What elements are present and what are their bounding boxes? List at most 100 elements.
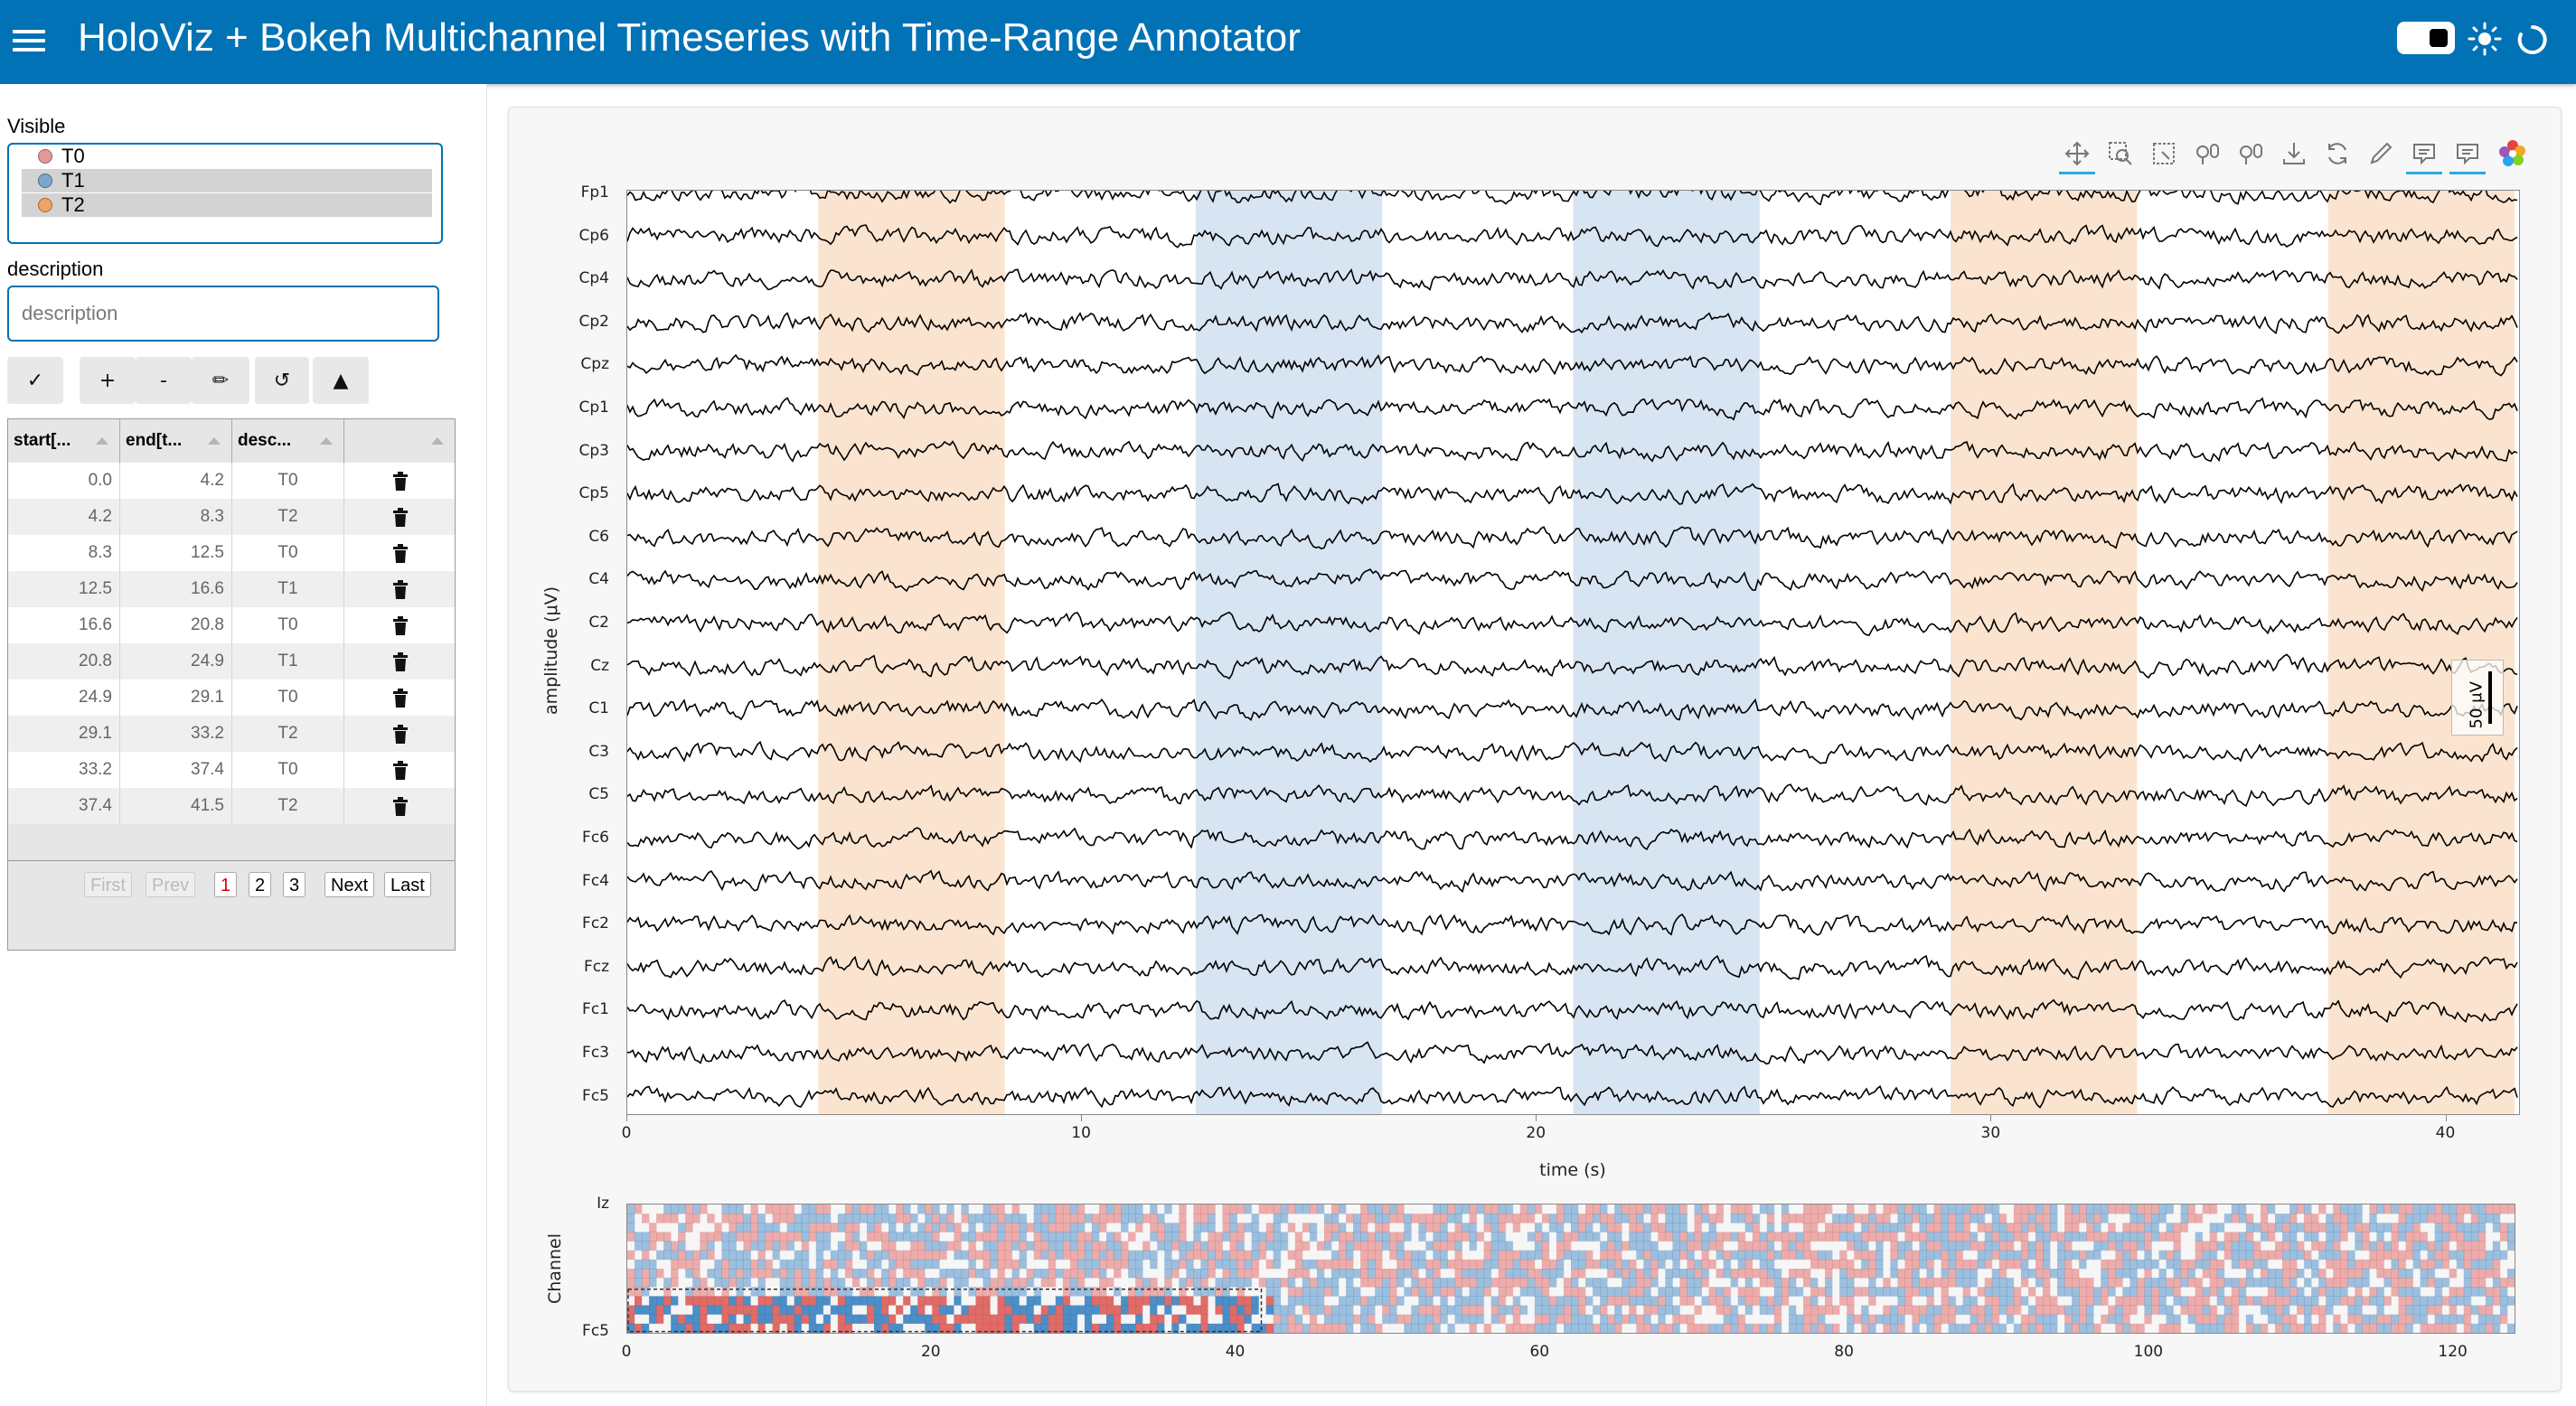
table-row[interactable]: 8.3 12.5 T0 (8, 535, 455, 571)
table-row[interactable]: 29.1 33.2 T2 (8, 716, 455, 752)
menu-icon[interactable] (13, 25, 45, 58)
cell-start[interactable]: 0.0 (8, 463, 120, 499)
add-button[interactable]: + (80, 357, 136, 404)
table-row[interactable]: 4.2 8.3 T2 (8, 499, 455, 535)
cell-end[interactable]: 20.8 (120, 607, 232, 643)
cell-description[interactable]: T1 (232, 571, 344, 607)
cell-end[interactable]: 8.3 (120, 499, 232, 535)
cell-end[interactable]: 29.1 (120, 680, 232, 716)
column-header-actions[interactable] (344, 419, 455, 463)
trash-icon[interactable] (391, 508, 409, 528)
cell-end[interactable]: 4.2 (120, 463, 232, 499)
commit-button[interactable]: ✓ (7, 357, 63, 404)
page-3-button[interactable]: 3 (283, 872, 306, 897)
cell-start[interactable]: 29.1 (8, 716, 120, 752)
channel-trace-cpz (627, 353, 2518, 377)
first-page-button[interactable]: First (84, 872, 132, 897)
table-row[interactable]: 12.5 16.6 T1 (8, 571, 455, 607)
theme-toggle[interactable] (2397, 22, 2455, 54)
cell-start[interactable]: 12.5 (8, 571, 120, 607)
collapse-button[interactable]: ▲ (313, 357, 369, 404)
table-row[interactable]: 33.2 37.4 T0 (8, 752, 455, 788)
annotation-band-t1[interactable] (1573, 191, 1760, 1114)
box-zoom-icon[interactable] (2102, 136, 2139, 172)
undo-button[interactable]: ↺ (255, 357, 309, 404)
channel-label-cp2: Cp2 (578, 312, 609, 331)
edit-button[interactable]: ✏ (192, 357, 249, 404)
table-row[interactable]: 16.6 20.8 T0 (8, 607, 455, 643)
cell-description[interactable]: T2 (232, 716, 344, 752)
cell-start[interactable]: 4.2 (8, 499, 120, 535)
table-row[interactable]: 20.8 24.9 T1 (8, 643, 455, 680)
cell-description[interactable]: T2 (232, 499, 344, 535)
hover-icon-2[interactable] (2449, 136, 2486, 174)
cell-description[interactable]: T0 (232, 680, 344, 716)
page-2-button[interactable]: 2 (249, 872, 272, 897)
trash-icon[interactable] (391, 725, 409, 745)
visible-multiselect[interactable]: T0 T1 T2 (7, 143, 443, 244)
trash-icon[interactable] (391, 797, 409, 817)
cell-end[interactable]: 12.5 (120, 535, 232, 571)
hover-icon[interactable] (2406, 136, 2442, 174)
visible-option-t0[interactable]: T0 (22, 145, 432, 168)
prev-page-button[interactable]: Prev (146, 872, 196, 897)
save-icon[interactable] (2276, 136, 2312, 172)
trash-icon[interactable] (391, 652, 409, 672)
sun-icon[interactable] (2468, 22, 2502, 56)
description-input[interactable] (7, 286, 439, 342)
cell-description[interactable]: T0 (232, 463, 344, 499)
xwheel-zoom-icon[interactable] (2189, 136, 2225, 172)
cell-start[interactable]: 37.4 (8, 788, 120, 824)
cell-start[interactable]: 16.6 (8, 607, 120, 643)
cell-description[interactable]: T1 (232, 643, 344, 680)
annotation-band-t2[interactable] (818, 191, 1005, 1114)
trash-icon[interactable] (391, 761, 409, 781)
trash-icon[interactable] (391, 544, 409, 564)
cell-end[interactable]: 16.6 (120, 571, 232, 607)
table-row[interactable]: 24.9 29.1 T0 (8, 680, 455, 716)
channel-label-c6: C6 (588, 527, 609, 546)
cell-end[interactable]: 33.2 (120, 716, 232, 752)
cell-end[interactable]: 41.5 (120, 788, 232, 824)
cell-description[interactable]: T2 (232, 788, 344, 824)
column-header-description[interactable]: desc... (232, 419, 344, 463)
cell-end[interactable]: 24.9 (120, 643, 232, 680)
page-1-button[interactable]: 1 (214, 872, 238, 897)
trash-icon[interactable] (391, 689, 409, 708)
cell-start[interactable]: 33.2 (8, 752, 120, 788)
reset-icon[interactable] (2319, 136, 2355, 172)
ywheel-zoom-icon[interactable] (2233, 136, 2269, 172)
delete-button[interactable]: - (136, 357, 192, 404)
cell-end[interactable]: 37.4 (120, 752, 232, 788)
x-tick-mark (626, 1114, 627, 1121)
next-page-button[interactable]: Next (324, 872, 375, 897)
cell-description[interactable]: T0 (232, 607, 344, 643)
column-header-start[interactable]: start[... (8, 419, 120, 463)
visible-option-t2[interactable]: T2 (22, 193, 432, 217)
trash-icon[interactable] (391, 580, 409, 600)
cell-start[interactable]: 24.9 (8, 680, 120, 716)
annotation-band-t1[interactable] (1195, 191, 1383, 1114)
edit-icon[interactable] (2363, 136, 2399, 172)
timeseries-plot[interactable] (626, 190, 2520, 1115)
x-tick-mark (1536, 1114, 1537, 1121)
cell-description[interactable]: T0 (232, 752, 344, 788)
minimap-viewport-box[interactable] (627, 1288, 1263, 1333)
visible-option-t1[interactable]: T1 (22, 169, 432, 192)
trash-icon[interactable] (391, 616, 409, 636)
bokeh-logo[interactable] (2495, 136, 2531, 172)
annotation-band-t2[interactable] (1951, 191, 2138, 1114)
last-page-button[interactable]: Last (384, 872, 431, 897)
box-select-icon[interactable] (2146, 136, 2182, 172)
trash-icon[interactable] (391, 472, 409, 492)
cell-description[interactable]: T0 (232, 535, 344, 571)
annotation-band-t2[interactable] (2327, 191, 2515, 1114)
channel-trace-fp1 (627, 191, 2518, 206)
table-row[interactable]: 37.4 41.5 T2 (8, 788, 455, 824)
cell-start[interactable]: 8.3 (8, 535, 120, 571)
pan-icon[interactable] (2059, 136, 2095, 174)
cell-start[interactable]: 20.8 (8, 643, 120, 680)
table-row[interactable]: 0.0 4.2 T0 (8, 463, 455, 499)
minimap-heatmap[interactable] (626, 1204, 2515, 1334)
column-header-end[interactable]: end[t... (120, 419, 232, 463)
